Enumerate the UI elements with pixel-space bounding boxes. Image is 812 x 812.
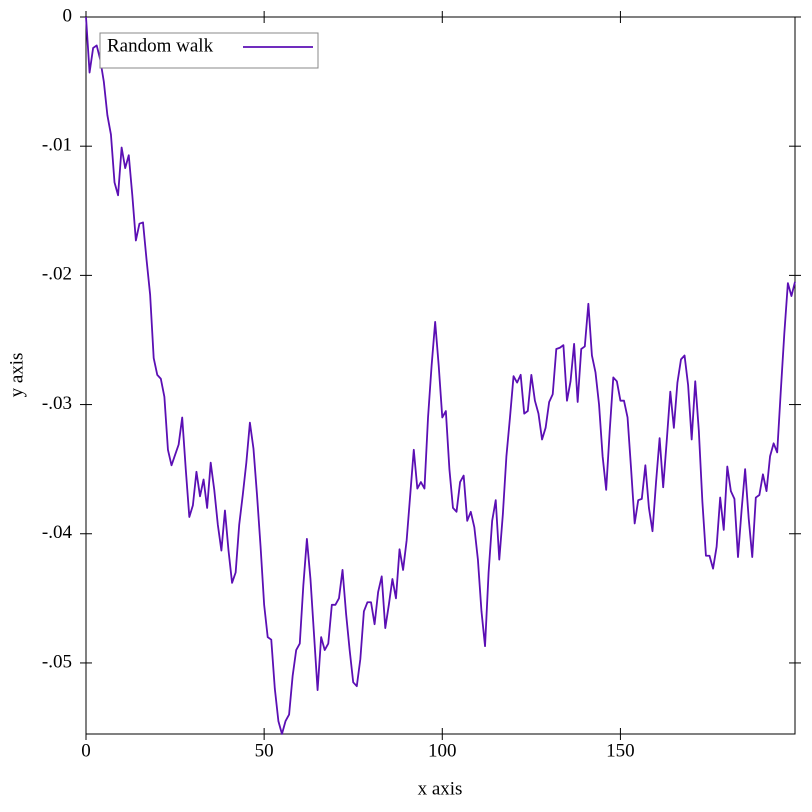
- y-tick-label: -.05: [42, 651, 72, 672]
- legend-box: [99, 32, 319, 69]
- plot-frame: [85, 16, 796, 735]
- y-tick-label: -.03: [42, 393, 72, 414]
- x-tick-label: 100: [428, 740, 457, 761]
- x-tick-label: 50: [255, 740, 274, 761]
- y-tick-label: -.04: [42, 522, 73, 543]
- y-tick-label: -.02: [42, 264, 72, 285]
- x-axis-label: x axis: [418, 778, 463, 799]
- y-axis-label: y axis: [6, 353, 27, 398]
- x-tick-label: 150: [606, 740, 635, 761]
- legend-label: Random walk: [107, 35, 214, 56]
- y-tick-label: 0: [63, 5, 73, 26]
- line-series: [85, 16, 796, 735]
- y-tick-label: -.01: [42, 135, 72, 156]
- x-tick-label: 0: [81, 740, 91, 761]
